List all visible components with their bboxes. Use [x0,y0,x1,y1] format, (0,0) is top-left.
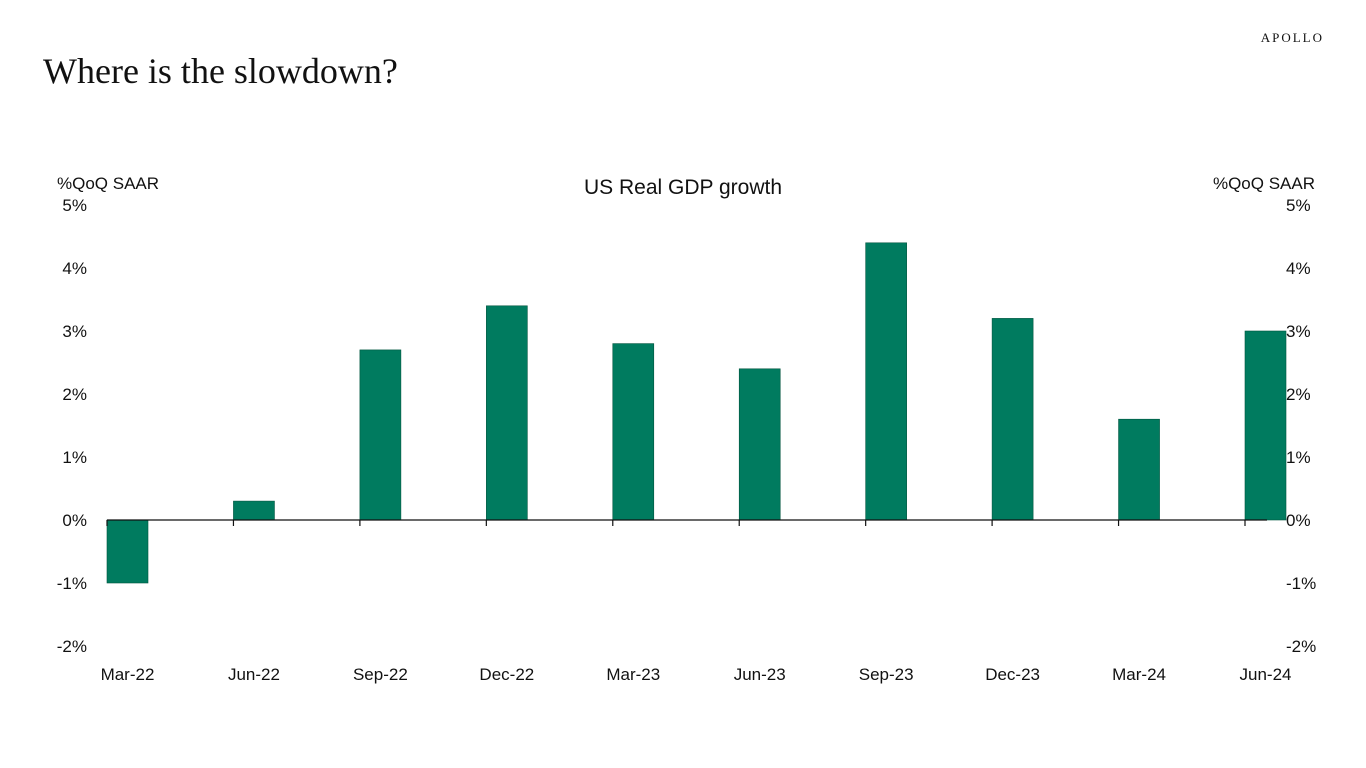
x-tick-label: Jun-23 [734,665,786,684]
x-tick-label: Dec-23 [985,665,1040,684]
bar-mar-22 [106,519,149,584]
x-tick-label: Jun-24 [1240,665,1292,684]
right-y-tick-label: 5% [1286,196,1311,215]
left-y-tick-label: 1% [62,448,87,467]
left-y-axis: -2% -1% 0% 1% 2% 3% 4% 5% [57,196,87,656]
x-tick-label: Jun-22 [228,665,280,684]
brand-logo: APOLLO [1260,30,1324,45]
right-y-tick-label: -1% [1286,574,1316,593]
x-tick-labels: Mar-22 Jun-22 Sep-22 Dec-22 Mar-23 Jun-23 Sep-… [101,665,1292,684]
left-y-tick-label: -2% [57,637,87,656]
x-axis [106,519,1267,526]
bar-mar-24 [1118,418,1160,521]
right-y-tick-label: -2% [1286,637,1316,656]
left-y-tick-label: 4% [62,259,87,278]
left-y-tick-label: -1% [57,574,87,593]
bar-jun-23 [738,368,781,521]
left-y-tick-label: 0% [62,511,87,530]
bar-sep-23 [865,242,907,521]
x-tick-label: Sep-22 [353,665,408,684]
bar-dec-22 [486,305,528,521]
bar-series [106,242,1287,584]
chart-title: US Real GDP growth [584,176,782,199]
x-tick-label: Mar-24 [1112,665,1166,684]
right-y-tick-label: 4% [1286,259,1311,278]
x-tick-label: Sep-23 [859,665,914,684]
left-y-tick-label: 3% [62,322,87,341]
left-axis-label: %QoQ SAAR [57,174,159,193]
left-y-tick-label: 5% [62,196,87,215]
bar-jun-24 [1244,330,1287,521]
right-y-tick-label: 2% [1286,385,1311,404]
right-axis-label: %QoQ SAAR [1213,174,1315,193]
x-tick-label: Dec-22 [479,665,534,684]
right-y-tick-label: 3% [1286,322,1311,341]
left-y-tick-label: 2% [62,385,87,404]
right-y-axis: -2% -1% 0% 1% 2% 3% 4% 5% [1286,196,1316,656]
bar-dec-23 [991,318,1034,521]
right-y-tick-label: 0% [1286,511,1311,530]
x-tick-label: Mar-23 [606,665,660,684]
page-title: Where is the slowdown? [43,51,398,91]
right-y-tick-label: 1% [1286,448,1311,467]
bar-sep-22 [359,349,402,521]
bar-jun-22 [233,500,275,521]
bar-mar-23 [612,343,655,521]
x-tick-label: Mar-22 [101,665,155,684]
